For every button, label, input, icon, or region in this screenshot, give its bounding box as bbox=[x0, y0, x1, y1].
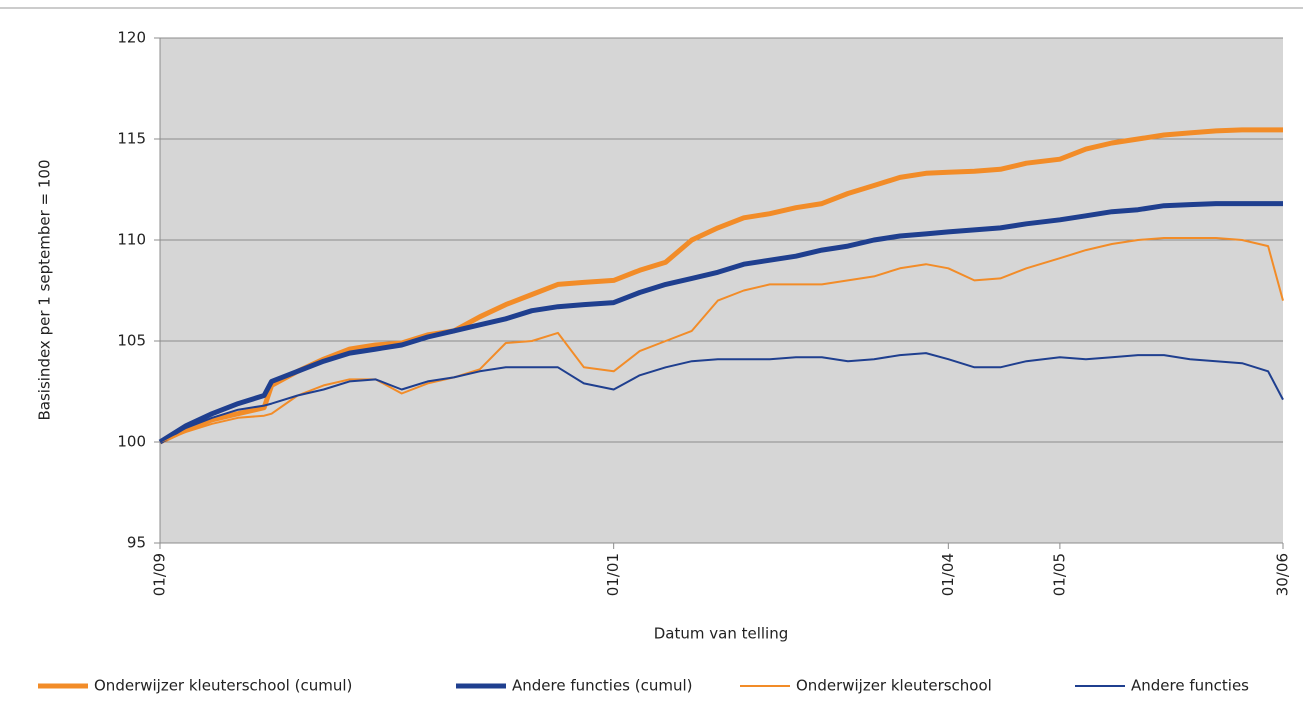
series-line bbox=[158, 201, 1283, 445]
legend-label: Onderwijzer kleuterschool (cumul) bbox=[94, 677, 352, 695]
series-line bbox=[159, 237, 1284, 443]
x-tick-label: 01/05 bbox=[1050, 553, 1068, 596]
y-tick-label: 115 bbox=[117, 130, 146, 148]
x-axis-label: Datum van telling bbox=[654, 625, 789, 643]
x-tick-label: 01/09 bbox=[151, 553, 169, 596]
y-tick-label: 100 bbox=[117, 433, 146, 451]
y-axis-label: Basisindex per 1 september = 100 bbox=[36, 159, 54, 420]
legend-label: Onderwijzer kleuterschool bbox=[796, 677, 992, 695]
x-tick-label: 01/04 bbox=[939, 553, 957, 596]
legend-label: Andere functies bbox=[1131, 677, 1249, 695]
plot-area bbox=[160, 38, 1283, 543]
series-line bbox=[158, 127, 1283, 445]
legend-label: Andere functies (cumul) bbox=[512, 677, 693, 695]
y-tick-label: 95 bbox=[127, 534, 146, 552]
y-tick-label: 110 bbox=[117, 231, 146, 249]
x-tick-label: 01/01 bbox=[604, 553, 622, 596]
x-tick-label: 30/06 bbox=[1274, 553, 1292, 596]
series-line bbox=[159, 352, 1284, 443]
y-tick-label: 120 bbox=[117, 29, 146, 47]
y-tick-label: 105 bbox=[117, 332, 146, 350]
